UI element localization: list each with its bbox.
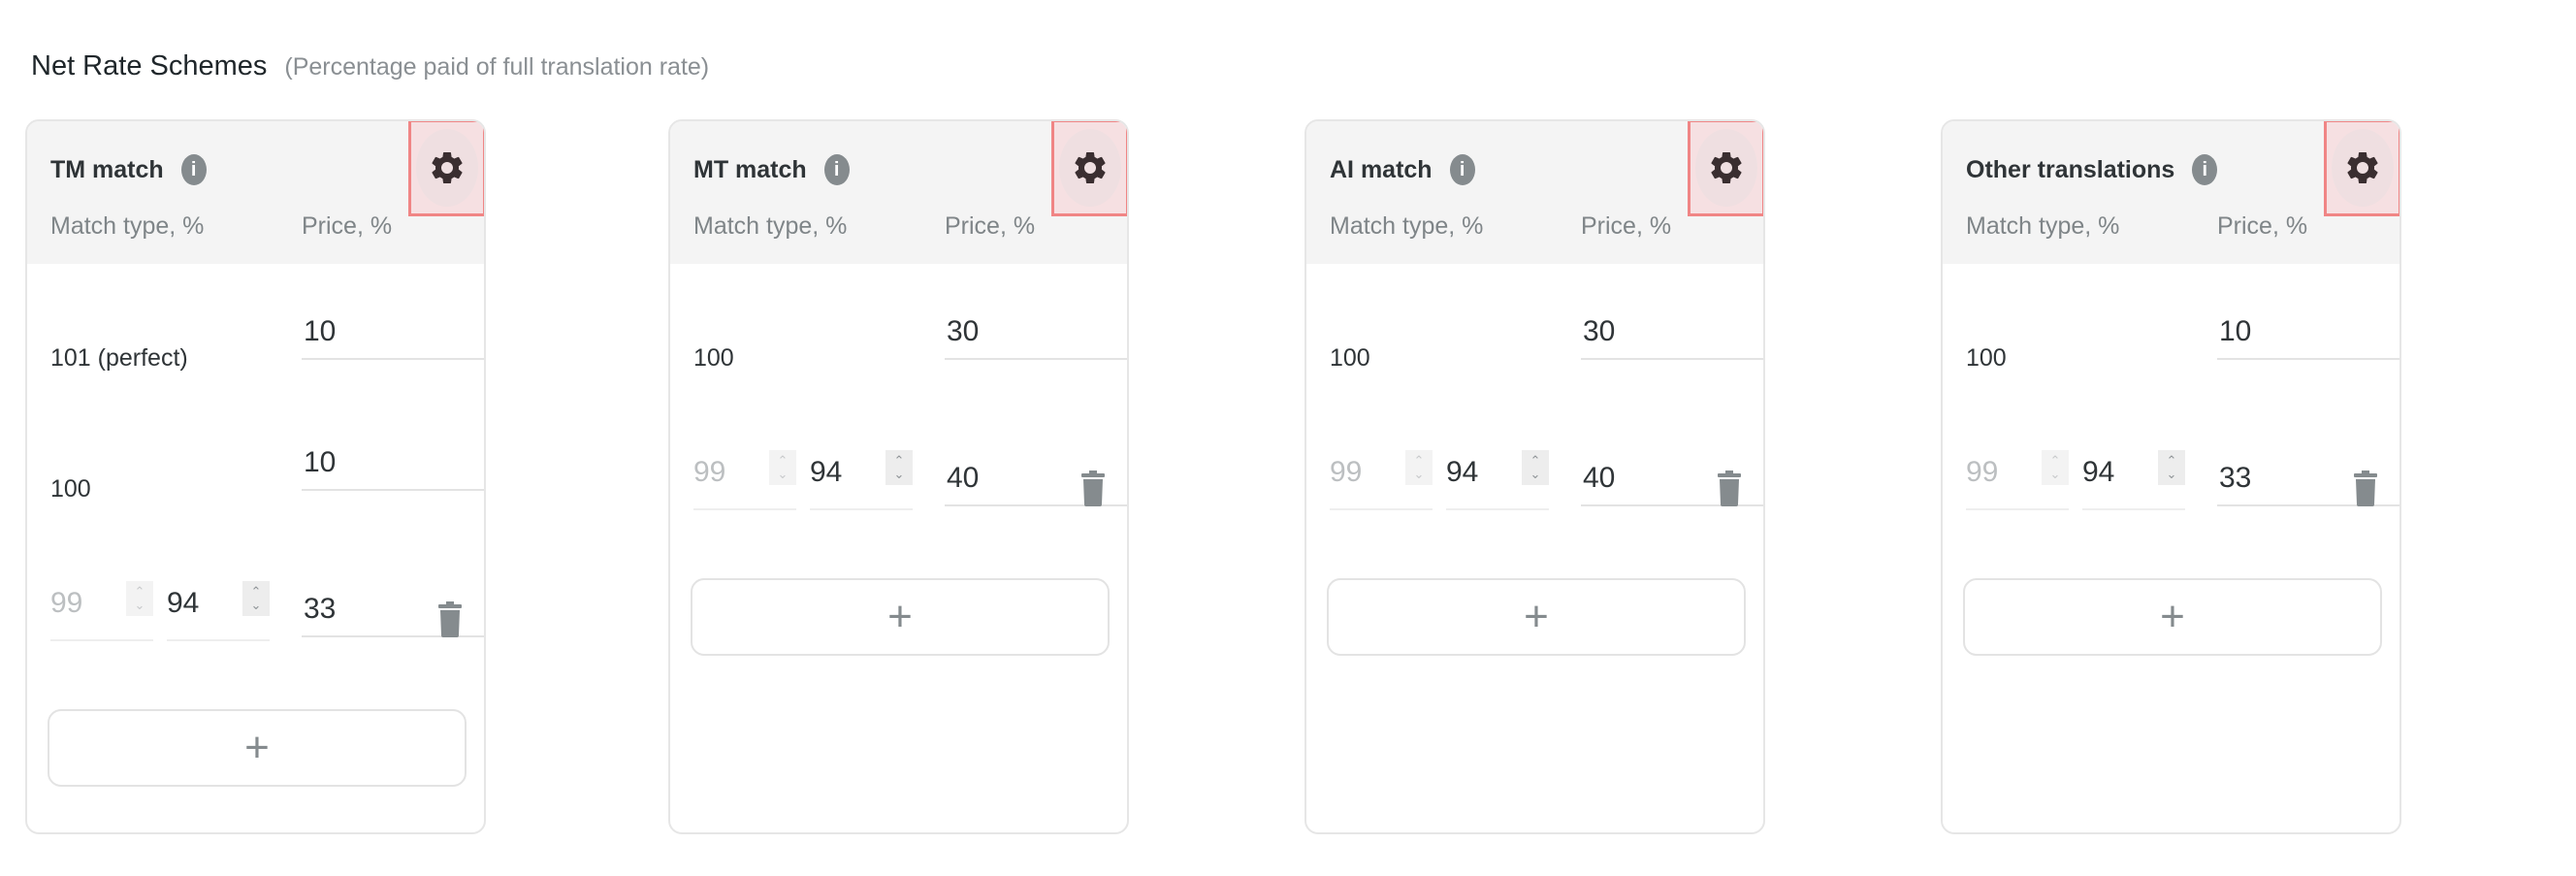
card-title: AI match [1330,155,1433,183]
range-from-value: 99 [1966,456,1999,488]
card-title: MT match [693,155,807,183]
section-heading: Net Rate Schemes (Percentage paid of ful… [31,50,709,82]
rate-scheme-card: MT match i Match type, % Price, % 100 30 9… [668,119,1129,834]
gear-icon [1059,129,1121,207]
plus-icon: + [887,593,913,640]
plus-icon: + [244,724,270,771]
match-type-label: 101 (perfect) [50,344,188,372]
range-from-input: 99 ⌃ ⌄ [50,581,153,641]
column-header-price: Price, % [302,212,393,240]
price-input[interactable]: 40 [1581,462,1763,506]
range-to-value: 94 [2082,456,2115,488]
chevron-up-down-icon[interactable]: ⌃ ⌄ [886,450,913,485]
card-title: TM match [50,155,164,183]
info-icon[interactable]: i [823,154,850,185]
card-title-row: TM match i [50,154,207,185]
price-input[interactable]: 30 [945,315,1127,360]
settings-button[interactable] [1688,121,1763,216]
range-to-input[interactable]: 94 ⌃ ⌄ [1446,450,1549,510]
plus-icon: + [1524,593,1549,640]
column-header-price: Price, % [945,212,1036,240]
card-header [27,121,484,264]
settings-button[interactable] [2324,121,2399,216]
rate-scheme-card: AI match i Match type, % Price, % 100 30 9… [1304,119,1765,834]
range-to-input[interactable]: 94 ⌃ ⌄ [810,450,913,510]
info-icon[interactable]: i [1449,154,1475,185]
add-row-button[interactable]: + [48,709,467,787]
price-input[interactable]: 30 [1581,315,1763,360]
gear-icon [2332,129,2394,207]
match-type-label: 100 [693,344,734,372]
rate-scheme-card: TM match i Match type, % Price, % 101 (pe… [25,119,486,834]
trash-icon[interactable] [1081,470,1105,506]
chevron-up-down-icon[interactable]: ⌃ ⌄ [242,581,270,616]
price-input[interactable]: 40 [945,462,1127,506]
range-to-value: 94 [167,587,200,619]
chevron-up-down-icon[interactable]: ⌃ ⌄ [2158,450,2185,485]
chevron-up-down-icon: ⌃ ⌄ [126,581,153,616]
plus-icon: + [2160,593,2185,640]
range-from-input: 99 ⌃ ⌄ [693,450,796,510]
range-to-input[interactable]: 94 ⌃ ⌄ [167,581,270,641]
column-header-match-type: Match type, % [1330,212,1484,240]
range-to-input[interactable]: 94 ⌃ ⌄ [2082,450,2185,510]
price-input[interactable]: 10 [2217,315,2399,360]
info-icon[interactable]: i [2192,154,2218,185]
column-header-price: Price, % [2217,212,2308,240]
settings-button[interactable] [1051,121,1127,216]
section-title: Net Rate Schemes [31,50,268,81]
trash-icon[interactable] [2354,470,2377,506]
trash-icon[interactable] [438,600,462,637]
price-input[interactable]: 10 [302,446,484,491]
card-title-row: AI match i [1330,154,1475,185]
card-title-row: Other translations i [1966,154,2218,185]
match-type-label: 100 [1966,344,2007,372]
settings-button[interactable] [408,121,484,216]
chevron-up-down-icon: ⌃ ⌄ [1405,450,1433,485]
range-to-value: 94 [1446,456,1479,488]
card-header [1306,121,1763,264]
rate-scheme-card: Other translations i Match type, % Price,… [1941,119,2401,834]
range-from-value: 99 [50,587,83,619]
range-from-value: 99 [693,456,726,488]
price-input[interactable]: 33 [2217,462,2399,506]
add-row-button[interactable]: + [1963,578,2382,656]
column-header-match-type: Match type, % [50,212,205,240]
trash-icon[interactable] [1718,470,1741,506]
card-title: Other translations [1966,155,2175,183]
column-header-price: Price, % [1581,212,1672,240]
price-input[interactable]: 10 [302,315,484,360]
match-type-label: 100 [1330,344,1370,372]
gear-icon [416,129,478,207]
card-header [670,121,1127,264]
price-input[interactable]: 33 [302,593,484,637]
column-header-match-type: Match type, % [1966,212,2120,240]
card-header [1943,121,2399,264]
add-row-button[interactable]: + [691,578,1110,656]
match-type-label: 100 [50,475,91,503]
info-icon[interactable]: i [180,154,207,185]
chevron-up-down-icon: ⌃ ⌄ [2042,450,2069,485]
add-row-button[interactable]: + [1327,578,1746,656]
card-title-row: MT match i [693,154,850,185]
range-from-input: 99 ⌃ ⌄ [1330,450,1433,510]
chevron-up-down-icon: ⌃ ⌄ [769,450,796,485]
range-to-value: 94 [810,456,843,488]
chevron-up-down-icon[interactable]: ⌃ ⌄ [1522,450,1549,485]
gear-icon [1695,129,1757,207]
section-subtitle: (Percentage paid of full translation rat… [284,53,710,81]
range-from-value: 99 [1330,456,1363,488]
column-header-match-type: Match type, % [693,212,848,240]
range-from-input: 99 ⌃ ⌄ [1966,450,2069,510]
